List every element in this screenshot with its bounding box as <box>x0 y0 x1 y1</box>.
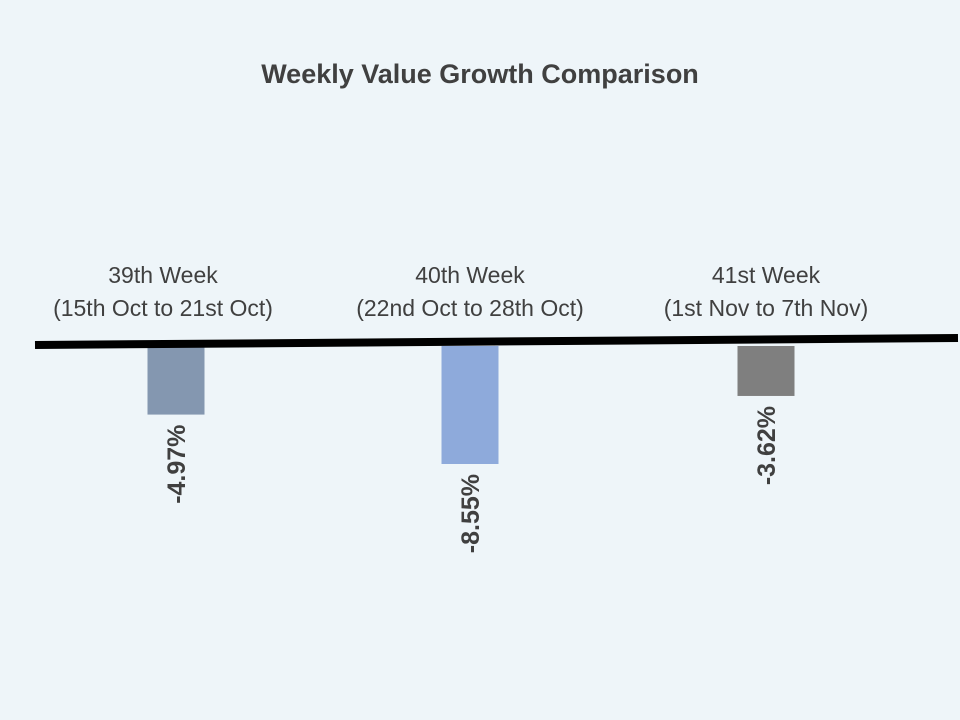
category-label: 39th Week <box>108 262 218 288</box>
data-label: -8.55% <box>457 474 485 553</box>
category-label: (1st Nov to 7th Nov) <box>664 295 869 321</box>
x-axis-line <box>34 334 959 349</box>
category-label: 40th Week <box>415 262 525 288</box>
category-label: (22nd Oct to 28th Oct) <box>356 295 584 321</box>
data-label: -3.62% <box>753 406 781 485</box>
bar <box>147 346 205 415</box>
bar <box>737 346 795 396</box>
category-label: (15th Oct to 21st Oct) <box>53 295 273 321</box>
category-label: 41st Week <box>712 262 821 288</box>
chart-title: Weekly Value Growth Comparison <box>261 59 699 89</box>
bar <box>441 346 499 464</box>
data-label: -4.97% <box>163 425 191 504</box>
